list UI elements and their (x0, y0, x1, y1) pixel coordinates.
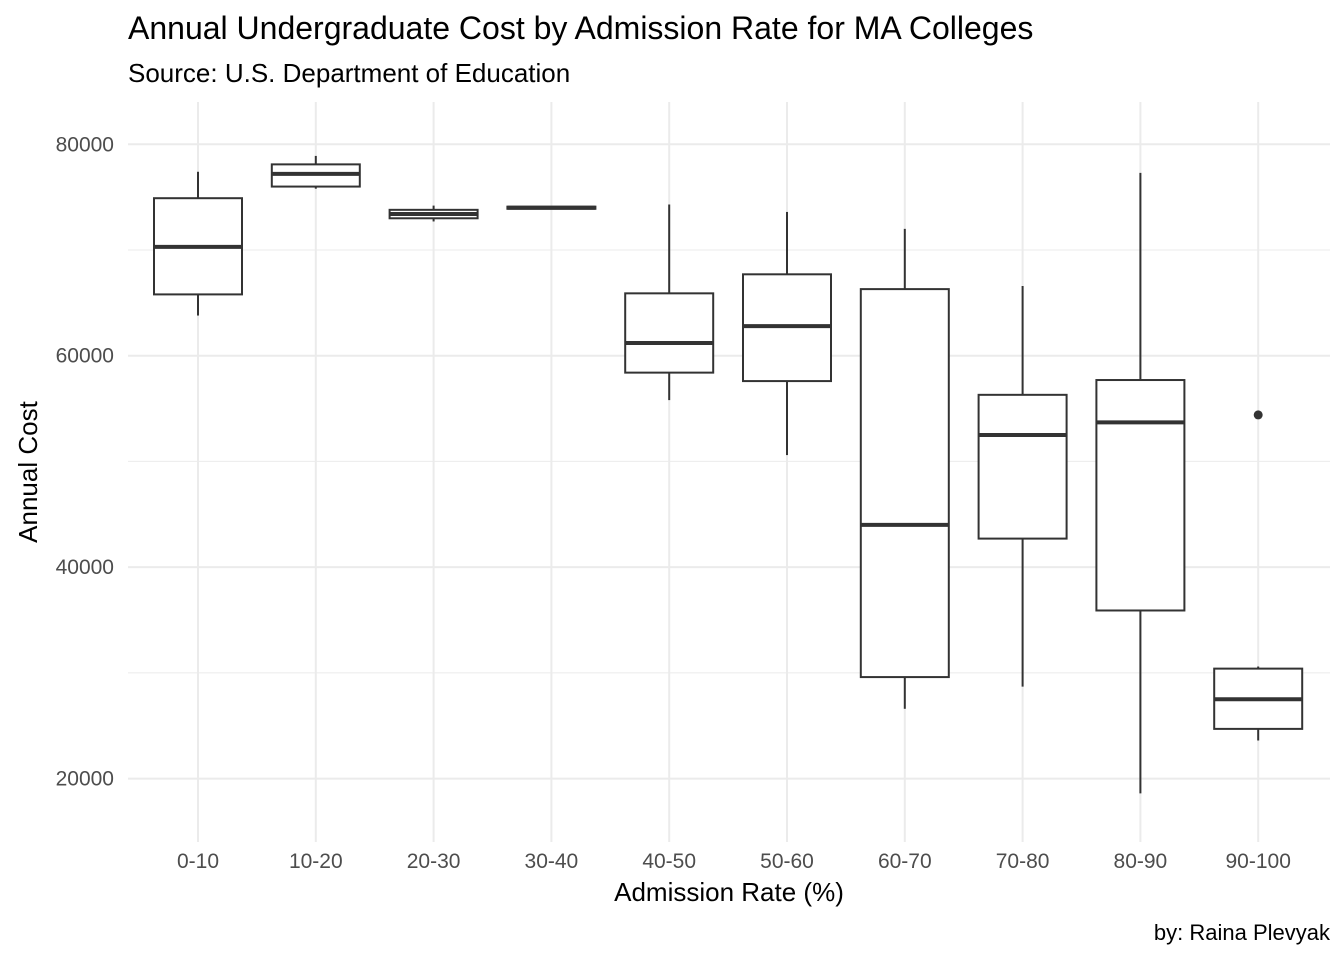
x-tick-label: 80-90 (1114, 850, 1168, 873)
y-axis-title: Annual Cost (13, 400, 43, 542)
x-axis-title: Admission Rate (%) (614, 877, 844, 907)
x-tick-label: 90-100 (1226, 850, 1291, 873)
x-tick-label: 20-30 (407, 850, 461, 873)
x-tick-label: 70-80 (996, 850, 1050, 873)
x-tick-label: 50-60 (760, 850, 814, 873)
chart-subtitle: Source: U.S. Department of Education (128, 58, 571, 88)
chart-title: Annual Undergraduate Cost by Admission R… (128, 10, 1034, 46)
box-60-70 (859, 288, 950, 679)
y-tick-label: 20000 (56, 768, 114, 791)
y-tick-label: 40000 (56, 556, 114, 579)
box-40-50 (624, 292, 715, 374)
y-tick-label: 60000 (56, 345, 114, 368)
x-tick-label: 40-50 (642, 850, 696, 873)
x-tick-label: 60-70 (878, 850, 932, 873)
box-70-80 (977, 393, 1068, 540)
x-tick-label: 10-20 (289, 850, 343, 873)
x-tick-label: 30-40 (525, 850, 579, 873)
box-80-90 (1095, 379, 1186, 612)
outlier-point (1253, 410, 1263, 420)
x-tick-label: 0-10 (177, 850, 219, 873)
chart-caption: by: Raina Plevyak (1153, 920, 1330, 945)
y-tick-label: 80000 (56, 133, 114, 156)
